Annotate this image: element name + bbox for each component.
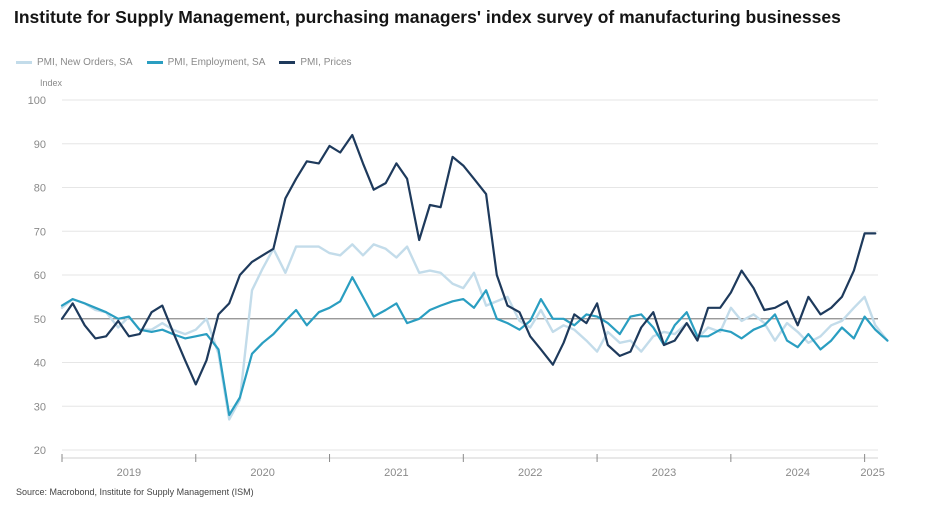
y-axis-label: Index	[40, 78, 63, 88]
series-prices	[60, 133, 877, 386]
x-tick-label: 2024	[785, 467, 809, 479]
y-tick-label: 70	[34, 226, 46, 238]
chart-title: Institute for Supply Management, purchas…	[14, 7, 841, 27]
x-axis: 2019 2020 2021 2022 2023 2024 2025	[61, 454, 885, 479]
legend-swatch-employment	[146, 60, 163, 64]
y-tick-label: 60	[34, 270, 46, 282]
y-tick-label: 90	[34, 139, 46, 151]
legend-label-new-orders: PMI, New Orders, SA	[37, 56, 133, 68]
legend-item-new-orders: PMI, New Orders, SA	[16, 57, 133, 68]
y-tick-label: 20	[34, 445, 46, 457]
y-tick-label: 50	[34, 314, 46, 326]
legend-swatch-new-orders	[16, 60, 32, 64]
y-tick-label: 80	[34, 183, 46, 195]
x-tick-label: 2020	[250, 467, 274, 479]
x-tick-label: 2022	[518, 467, 542, 479]
series-new-orders	[60, 243, 889, 421]
gridlines	[62, 99, 878, 451]
x-tick-label: 2025	[860, 467, 884, 479]
legend-label-employment: PMI, Employment, SA	[167, 56, 266, 68]
legend-swatch-prices	[279, 60, 296, 64]
y-tick-label: 100	[28, 95, 46, 107]
y-axis: Index 20 30 40 50 60 70 80 90 100	[28, 78, 63, 457]
series-employment	[60, 276, 889, 417]
legend: PMI, New Orders, SA PMI, Employment, SA …	[16, 55, 366, 69]
series-lines	[60, 133, 889, 421]
x-tick-label: 2019	[117, 467, 141, 479]
source-note: Source: Macrobond, Institute for Supply …	[16, 487, 254, 497]
legend-item-employment: PMI, Employment, SA	[146, 56, 266, 68]
x-tick-label: 2023	[652, 467, 676, 479]
y-tick-label: 30	[34, 401, 46, 413]
legend-label-prices: PMI, Prices	[300, 56, 352, 68]
x-tick-label: 2021	[384, 467, 408, 479]
y-tick-label: 40	[34, 358, 46, 370]
legend-item-prices: PMI, Prices	[279, 56, 352, 68]
